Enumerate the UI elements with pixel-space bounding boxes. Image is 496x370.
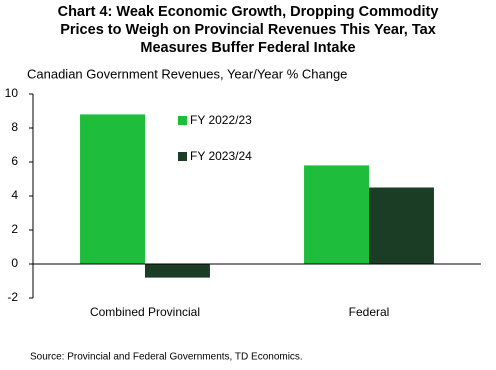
y-tick-label: -2	[7, 290, 18, 304]
bar	[369, 187, 434, 264]
chart-title: Prices to Weigh on Provincial Revenues T…	[60, 22, 436, 38]
bar	[304, 165, 369, 264]
y-tick-label: 4	[11, 188, 18, 202]
y-tick-label: 6	[11, 154, 18, 168]
chart-title: Chart 4: Weak Economic Growth, Dropping …	[58, 4, 439, 20]
legend-swatch	[178, 152, 187, 161]
y-tick-label: 0	[11, 256, 18, 270]
x-tick-label: Combined Provincial	[90, 305, 200, 319]
legend-swatch	[178, 116, 187, 125]
y-tick-label: 10	[5, 86, 19, 100]
legend-label: FY 2023/24	[190, 149, 252, 163]
chart-title: Measures Buffer Federal Intake	[140, 40, 355, 56]
source-note: Source: Provincial and Federal Governmen…	[30, 352, 303, 363]
y-tick-label: 2	[11, 222, 18, 236]
bar	[80, 114, 145, 265]
chart-subtitle: Canadian Government Revenues, Year/Year …	[27, 66, 347, 81]
legend-label: FY 2022/23	[190, 113, 252, 127]
y-tick-label: 8	[11, 120, 18, 134]
bar	[145, 264, 210, 278]
x-tick-label: Federal	[349, 305, 390, 319]
